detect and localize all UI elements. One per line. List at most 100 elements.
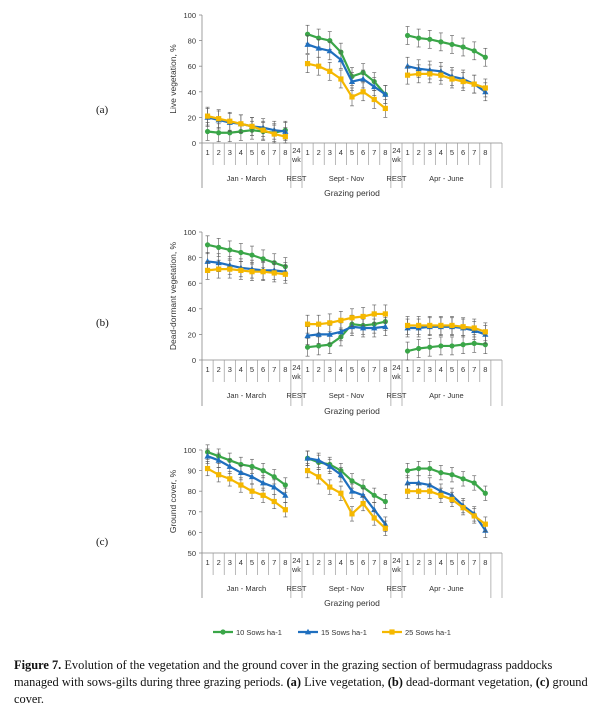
week-tick-label: 2: [417, 148, 421, 157]
data-point: [227, 118, 233, 124]
y-tick-label: 100: [183, 446, 196, 455]
data-point: [371, 96, 377, 103]
data-point: [460, 476, 466, 482]
data-point: [204, 113, 211, 119]
caption-a-label: (a): [286, 675, 301, 689]
data-point: [349, 315, 355, 321]
data-point: [304, 41, 311, 47]
data-point: [427, 344, 433, 350]
data-point: [449, 472, 455, 478]
week-tick-label: 1: [405, 558, 409, 567]
series-3: [204, 54, 488, 144]
week-tick-label: 3: [328, 558, 332, 567]
data-point: [316, 343, 322, 349]
data-point: [482, 85, 488, 91]
data-point: [416, 488, 422, 494]
week-tick-label: 2: [217, 365, 221, 374]
data-point: [371, 311, 377, 317]
week-tick-label: 7: [472, 558, 476, 567]
week-tick-label: 4: [239, 558, 243, 567]
caption-a-text: Live vegetation,: [301, 675, 388, 689]
period-label: Jan - March: [227, 174, 267, 183]
data-point: [460, 342, 466, 348]
data-point: [382, 311, 388, 317]
data-point: [204, 258, 211, 264]
week-tick-label: 8: [383, 365, 387, 374]
x-axis-label: Grazing period: [324, 598, 380, 608]
data-point: [404, 62, 411, 69]
week-tick-label: 6: [461, 365, 465, 374]
data-point: [371, 492, 377, 498]
week-tick-label: 7: [472, 365, 476, 374]
data-point: [327, 68, 333, 74]
legend-marker: [389, 629, 395, 635]
week-tick-label: 2: [317, 148, 321, 157]
data-point: [360, 500, 366, 507]
data-point: [382, 498, 388, 505]
week-tick-label: 1: [205, 558, 209, 567]
data-point: [471, 48, 477, 54]
series-line: [307, 325, 386, 337]
data-point: [216, 130, 222, 136]
period-label: Sept - Nov: [329, 391, 365, 400]
week-tick-label: 6: [361, 148, 365, 157]
y-tick-label: 40: [188, 305, 196, 314]
y-axis-label: Ground cover, %: [168, 469, 178, 533]
y-tick-label: 80: [188, 487, 196, 496]
x-axis-label: Grazing period: [324, 188, 380, 198]
data-point: [449, 322, 455, 329]
data-point: [216, 244, 222, 250]
week-tick-label: 2: [417, 365, 421, 374]
week-tick-label: 24: [392, 146, 400, 155]
data-point: [315, 457, 322, 463]
week-tick-label: 2: [217, 148, 221, 157]
data-point: [349, 511, 355, 517]
week-tick-label: wk: [291, 157, 301, 164]
week-tick-label: 5: [250, 365, 254, 374]
y-tick-label: 20: [188, 330, 196, 339]
data-point: [249, 269, 255, 275]
week-tick-label: 24: [292, 556, 300, 565]
week-tick-label: 4: [339, 558, 343, 567]
y-tick-label: 60: [188, 62, 196, 71]
data-point: [360, 313, 366, 320]
data-point: [216, 116, 222, 122]
week-tick-label: 6: [461, 148, 465, 157]
data-point: [471, 325, 477, 331]
caption-b-label: (b): [387, 675, 403, 689]
data-point: [338, 317, 344, 323]
week-tick-label: 2: [317, 558, 321, 567]
figure-caption: Figure 7. Evolution of the vegetation an…: [14, 657, 589, 708]
data-point: [227, 476, 233, 482]
data-point: [226, 463, 233, 469]
period-label: Jan - March: [227, 584, 267, 593]
period-label: Jan - March: [227, 391, 267, 400]
data-point: [460, 78, 466, 85]
week-tick-label: 3: [228, 558, 232, 567]
data-point: [216, 266, 222, 272]
legend-label: 10 Sows ha-1: [236, 628, 282, 637]
data-point: [427, 322, 433, 329]
y-axis-label: Live vegetation, %: [168, 44, 178, 114]
y-tick-label: 80: [188, 254, 196, 263]
data-point: [304, 454, 311, 461]
data-point: [471, 81, 477, 87]
week-tick-label: 8: [483, 365, 487, 374]
data-point: [316, 321, 322, 327]
week-tick-label: 2: [317, 365, 321, 374]
data-point: [349, 94, 355, 100]
period-label: REST: [386, 391, 406, 400]
data-point: [216, 472, 222, 478]
period-label: Apr - June: [429, 584, 464, 593]
week-tick-label: 2: [417, 558, 421, 567]
caption-c-text: ground cover.: [14, 675, 588, 706]
data-point: [427, 488, 433, 494]
data-point: [282, 492, 289, 498]
week-tick-label: 5: [450, 148, 454, 157]
week-tick-label: 5: [250, 148, 254, 157]
data-point: [371, 515, 377, 521]
data-point: [249, 123, 255, 129]
data-point: [460, 324, 466, 330]
week-tick-label: 1: [405, 365, 409, 374]
